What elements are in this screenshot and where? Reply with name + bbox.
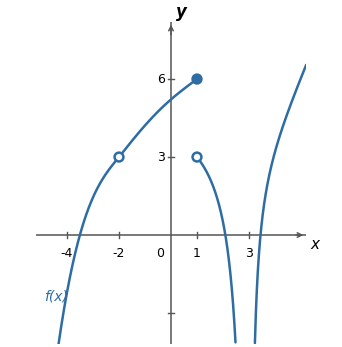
Text: f(x): f(x) [44,289,67,303]
Text: 3: 3 [157,151,165,163]
Text: 6: 6 [157,73,165,86]
Text: -4: -4 [61,247,73,260]
Circle shape [115,153,123,161]
Text: x: x [310,237,319,252]
Text: 1: 1 [193,247,201,260]
Circle shape [193,153,201,161]
Text: 0: 0 [157,247,165,260]
Text: 3: 3 [245,247,253,260]
Text: y: y [176,2,187,20]
Circle shape [193,75,201,84]
Text: -2: -2 [113,247,125,260]
